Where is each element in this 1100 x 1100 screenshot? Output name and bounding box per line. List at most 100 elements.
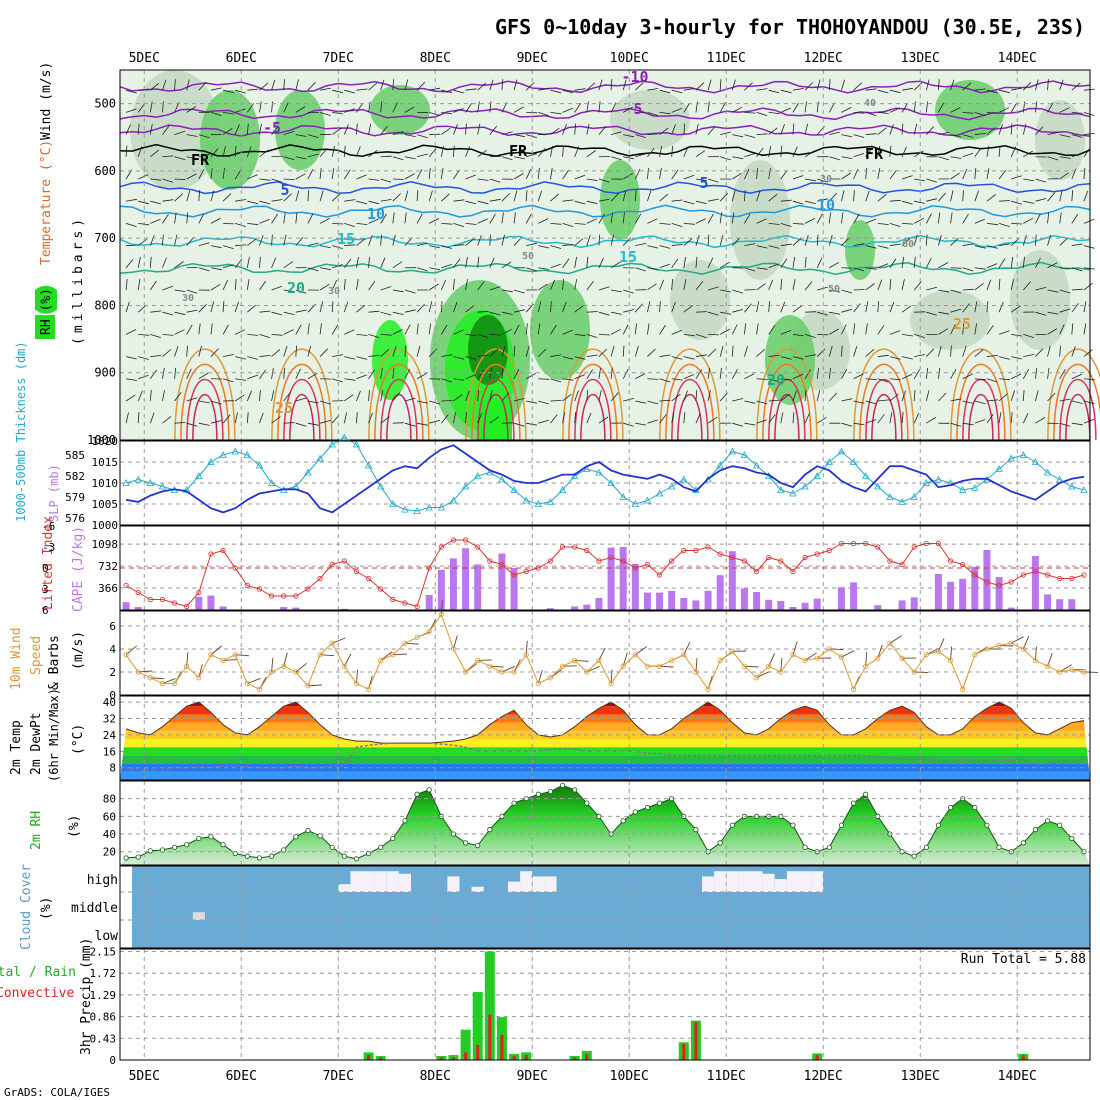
wind-barb <box>1059 324 1065 335</box>
wind-barb <box>1022 234 1027 246</box>
wind-barb <box>562 329 573 335</box>
wind-barb <box>889 330 901 335</box>
wind-barb <box>368 333 380 338</box>
wind-barb <box>998 258 1006 268</box>
wind-barb <box>356 304 366 313</box>
wind-barb <box>428 148 437 158</box>
wind-barb <box>1047 262 1058 269</box>
wind-barb <box>635 134 647 138</box>
wind-barb <box>1071 111 1083 114</box>
wind-barb <box>526 153 537 158</box>
lifted-index-point <box>353 568 360 575</box>
wind10-point <box>1081 669 1087 675</box>
rh2m-point <box>196 835 202 842</box>
warm-isotherm-loop <box>483 394 509 441</box>
cape-bar <box>789 607 797 610</box>
rh2m-label-a: 2m RH <box>29 811 44 850</box>
wind-barb <box>877 222 889 225</box>
wind-barb <box>598 234 601 246</box>
wind-barb <box>1047 156 1059 161</box>
wind-barb <box>162 79 167 91</box>
wind-barb <box>441 127 451 135</box>
wind-barb <box>234 278 237 291</box>
wind-barb <box>901 256 905 268</box>
wind-barb <box>465 238 475 246</box>
wind-barb <box>501 261 512 269</box>
warm-isotherm-loop <box>1059 378 1097 441</box>
wind-barb <box>404 345 407 357</box>
wind-barb <box>707 79 712 91</box>
wind10-point <box>559 663 566 669</box>
wind-barb <box>974 245 986 249</box>
lifted-index-point <box>960 561 966 568</box>
wind-barb <box>732 156 744 160</box>
humidity-contour-fill <box>845 220 875 280</box>
warm-isotherm-loop <box>277 363 327 441</box>
wind-barb <box>780 243 792 246</box>
upper-pres-label: (millibars) <box>71 215 86 345</box>
lifted-index-point <box>717 551 723 557</box>
cape-bar <box>668 590 676 610</box>
wind-barb <box>295 106 306 113</box>
wind-barb <box>683 333 695 337</box>
wind-barb <box>671 107 683 113</box>
wind-barb <box>356 123 358 135</box>
wind-barb <box>986 325 994 335</box>
wind-barb <box>125 412 129 424</box>
wind-barb <box>719 79 722 91</box>
rh2m-point <box>693 827 699 833</box>
thickness-point <box>655 489 664 497</box>
rh2m-point <box>1032 827 1039 833</box>
rh2m-point <box>717 840 723 846</box>
wind-barb <box>901 305 912 313</box>
humidity-contour-fill <box>370 85 430 135</box>
wind-barb <box>1071 267 1083 272</box>
wind-barb <box>331 324 339 335</box>
wind10-ytick: 6 <box>109 620 116 633</box>
cape-bar <box>934 574 942 610</box>
precip-total-bar <box>472 991 483 1060</box>
wind-barb <box>1010 102 1018 113</box>
thickness-point <box>752 461 761 469</box>
temp2m-label-b: 2m DewPt <box>29 712 44 775</box>
thickness-point <box>437 503 445 511</box>
wind-barb <box>210 400 222 405</box>
wind-barb <box>319 283 330 291</box>
wind-barb <box>780 258 788 269</box>
wind-barb <box>792 146 798 157</box>
wind-barb <box>816 213 823 224</box>
wind-barb <box>756 147 764 158</box>
wind-barb <box>707 348 717 357</box>
wind-barb <box>598 367 601 379</box>
lifted-index-point <box>244 582 250 589</box>
wind-barb <box>186 397 198 402</box>
wind-barb <box>489 348 499 357</box>
cape-bar <box>850 582 858 610</box>
wind-barb <box>429 245 440 249</box>
wind-barb <box>647 133 659 135</box>
wind-barb <box>198 304 207 313</box>
wind-barb <box>889 124 894 135</box>
wind-barb <box>938 212 941 224</box>
wind-barb <box>865 133 877 135</box>
warm-isotherm-loop <box>659 348 721 441</box>
cloud-bar <box>786 871 799 892</box>
contour-label: 5 <box>633 100 642 118</box>
thickness-point <box>474 472 482 479</box>
wind-barb <box>1047 367 1050 379</box>
precip-conv-bar <box>379 1057 383 1060</box>
wind10-point <box>802 657 808 664</box>
wind-barb <box>901 200 913 205</box>
wind-barb <box>526 134 537 138</box>
wind-barb <box>950 324 956 335</box>
wind-barb <box>586 333 598 338</box>
wind-barb <box>865 323 868 335</box>
wind10-point <box>414 634 420 641</box>
wind-barb <box>477 333 489 338</box>
thickness-point <box>825 458 833 465</box>
wind-barb <box>198 134 210 139</box>
wind-barb <box>683 200 695 205</box>
wind-barb <box>732 172 742 180</box>
wind-barb <box>913 82 923 91</box>
rh2m-point <box>305 827 311 834</box>
